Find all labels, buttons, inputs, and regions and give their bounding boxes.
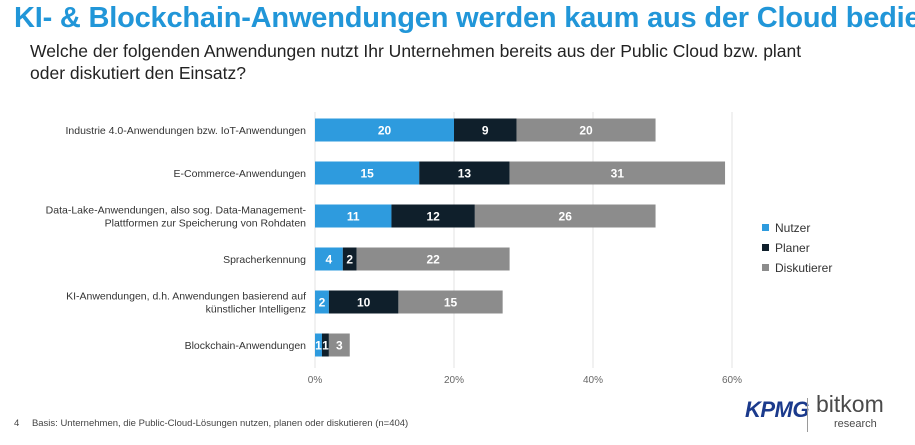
data-label: 20 — [579, 124, 593, 138]
chart-subtitle: Welche der folgenden Anwendungen nutzt I… — [30, 41, 802, 83]
bar-segment — [315, 161, 420, 185]
legend-label: Planer — [775, 241, 810, 255]
bar-segment — [342, 247, 357, 271]
legend-label: Diskutierer — [775, 261, 832, 275]
data-label: 3 — [336, 339, 343, 353]
category-labels: Industrie 4.0-Anwendungen bzw. IoT-Anwen… — [46, 125, 307, 352]
data-label: 2 — [346, 253, 353, 267]
bar-segment — [516, 118, 656, 142]
bar-segment — [315, 333, 322, 357]
kpmg-logo: KPMG — [745, 397, 810, 422]
bar-segment — [315, 204, 392, 228]
category-label: Spracherkennung — [223, 254, 306, 266]
data-label: 4 — [326, 253, 333, 267]
legend-swatch — [762, 224, 769, 231]
bar-segment — [454, 118, 517, 142]
chart-title: KI- & Blockchain-Anwendungen werden kaum… — [14, 2, 915, 34]
bar-segment — [474, 204, 656, 228]
data-label: 15 — [444, 296, 458, 310]
bar-segment — [315, 247, 343, 271]
category-label: Plattformen zur Speicherung von Rohdaten — [105, 218, 307, 230]
category-label: Data-Lake-Anwendungen, also sog. Data-Ma… — [46, 205, 307, 217]
category-label: Blockchain-Anwendungen — [185, 340, 307, 352]
category-label: Industrie 4.0-Anwendungen bzw. IoT-Anwen… — [65, 125, 306, 137]
bar-segment — [328, 333, 350, 357]
data-label: 26 — [559, 210, 573, 224]
bar-segment — [509, 161, 726, 185]
bitkom-logo: bitkom — [816, 391, 884, 417]
logo-divider — [807, 398, 808, 432]
data-label: 1 — [315, 339, 322, 353]
bar-segment — [398, 290, 503, 314]
footnote-text: Basis: Unternehmen, die Public-Cloud-Lös… — [31, 418, 409, 429]
bitkom-research-label: research — [834, 418, 877, 430]
bar-segment — [356, 247, 510, 271]
data-label: 20 — [378, 124, 392, 138]
bar-segment — [321, 333, 329, 357]
data-label: 15 — [360, 167, 374, 181]
data-label: 1 — [322, 339, 329, 353]
category-label: KI-Anwendungen, d.h. Anwendungen basiere… — [66, 291, 306, 303]
data-label: 11 — [347, 210, 360, 224]
bar-segment — [328, 290, 399, 314]
data-label: 9 — [482, 124, 489, 138]
grid-lines — [314, 112, 733, 368]
page-number: 4 — [14, 418, 20, 429]
x-tick-label: 0% — [308, 375, 323, 386]
data-label: 22 — [426, 253, 440, 267]
x-axis-ticks: 0% 20% 40% 60% — [308, 375, 742, 386]
x-tick-label: 60% — [722, 375, 742, 386]
legend-label: Nutzer — [775, 221, 810, 235]
legend: Nutzer Planer Diskutierer — [762, 221, 832, 275]
category-label: E-Commerce-Anwendungen — [174, 168, 307, 180]
bar-segment — [315, 290, 329, 314]
data-label: 10 — [357, 296, 371, 310]
x-tick-label: 20% — [444, 375, 464, 386]
x-tick-label: 40% — [583, 375, 603, 386]
bar-segment — [315, 118, 454, 142]
data-label: 13 — [458, 167, 472, 181]
category-label: künstlicher Intelligenz — [206, 304, 306, 316]
footnote: 4 Basis: Unternehmen, die Public-Cloud-L… — [14, 418, 408, 429]
legend-swatch — [762, 244, 769, 251]
bar-segment — [391, 204, 475, 228]
data-label: 2 — [319, 296, 326, 310]
data-label: 12 — [426, 210, 440, 224]
legend-swatch — [762, 264, 769, 271]
data-label: 31 — [611, 167, 625, 181]
bar-segment — [419, 161, 510, 185]
